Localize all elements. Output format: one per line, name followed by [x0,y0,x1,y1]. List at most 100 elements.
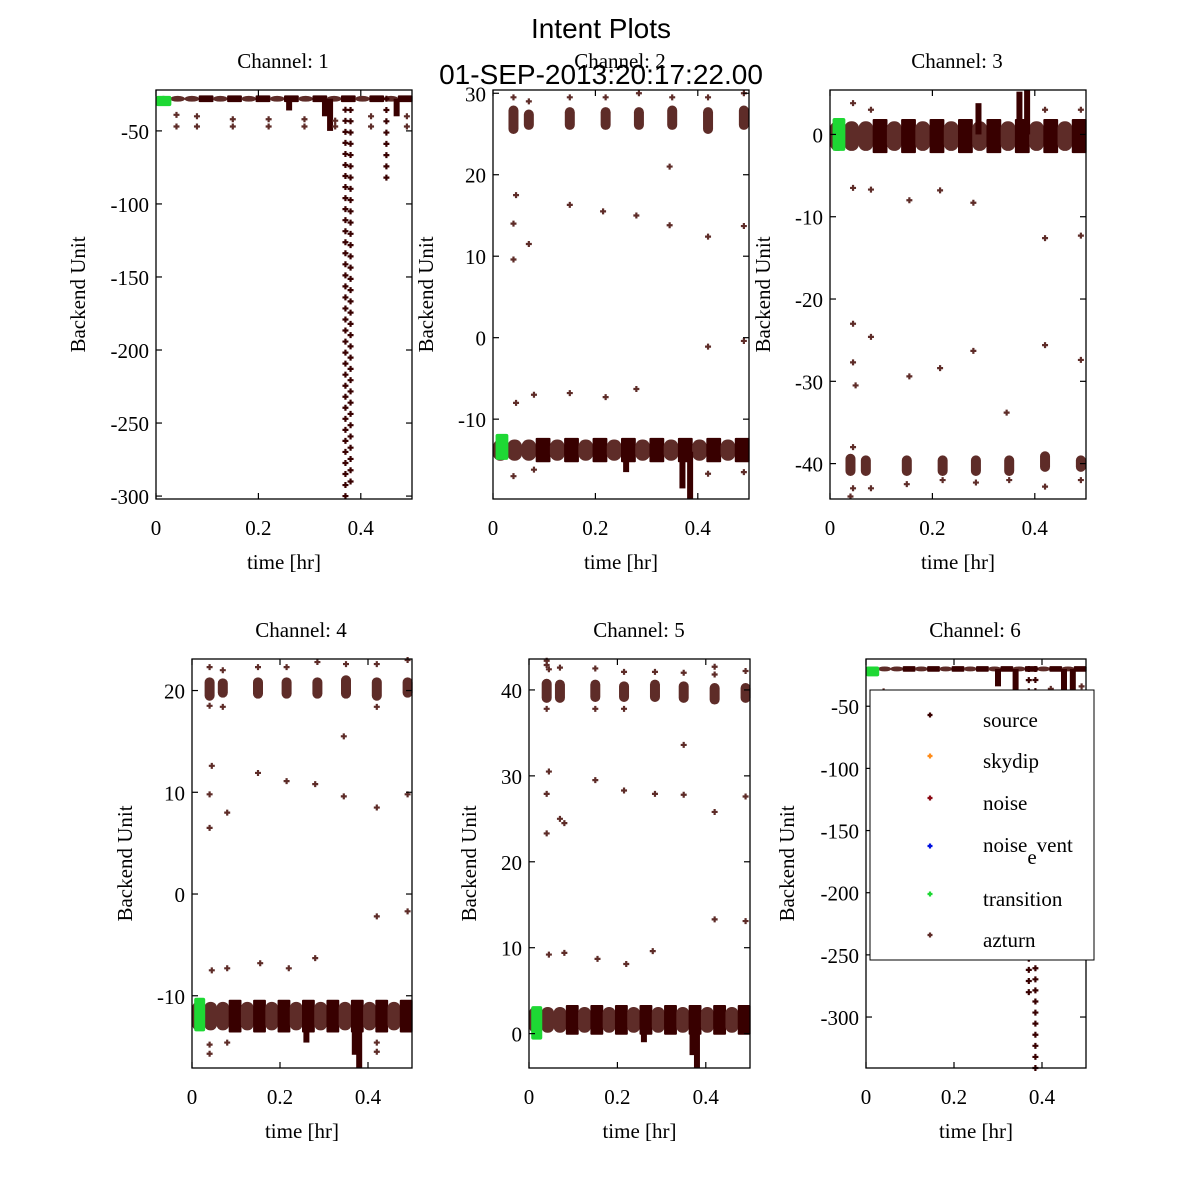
azturn-band-segment [963,666,977,672]
azturn-band-segment [606,439,622,461]
panel-channel-5: 0 0.2 0.4 40 30 20 10 0 Channel: 5 time [hr] Backe… [457,618,751,1143]
spike-points [1024,90,1031,135]
legend-box [869,689,1095,961]
azturn-band-segment [212,95,228,102]
spike-point [347,343,354,350]
outlier-point [332,117,339,124]
azturn-band-segment [878,666,892,672]
y-tick-label: -250 [821,944,860,968]
outlier-point [513,399,520,406]
spike-point [342,128,349,135]
panel-title: Channel: 4 [255,618,347,642]
outlier-point [635,90,642,97]
y-tick-label: -200 [111,339,150,363]
source-band-segment [927,666,940,672]
source-band-segment [951,666,965,672]
panel-channel-2: 0 0.2 0.4 30 20 10 0 -10 Channel: 2 time [hr] Back… [414,49,750,574]
spike-point [347,467,354,474]
y-tick-label: 10 [465,245,486,269]
outlier-point [594,955,601,962]
legend-marker-glyph [927,891,933,897]
azturn-cluster [709,683,720,705]
spike-point [1032,976,1039,983]
source-band-segment [901,119,916,154]
spike-point [347,197,354,204]
outlier-point [1042,235,1049,242]
x-tick-label: 0.4 [685,516,712,540]
spike-point [383,140,390,147]
outlier-point [633,212,640,219]
legend-marker-skydip [927,753,933,759]
azturn-band-segment [858,121,874,151]
spike-point [342,106,349,113]
spike-points [356,1016,363,1068]
source-band-segment [535,437,551,463]
y-tick-label: -50 [831,695,859,719]
azturn-band-segment [541,1006,555,1033]
azturn-band-segment [387,1001,401,1031]
spike-point [342,415,349,422]
azturn-band-segment [216,1001,230,1031]
x-tick-label: 0.4 [355,1085,382,1109]
x-axis-label: time [hr] [247,550,321,574]
legend-label-noise: noise [983,791,1027,815]
outlier-point [301,116,308,123]
outlier-point [602,94,609,101]
y-tick-label: 20 [465,164,486,188]
outlier-point [229,123,236,130]
outlier-point [1042,106,1049,113]
outlier-point [937,365,944,372]
spike-point [347,129,354,136]
azturn-cluster [678,681,689,703]
spike-point [347,242,354,249]
spike-point [342,371,349,378]
spike-points [693,1020,700,1068]
azturn-cluster [633,107,644,130]
legend-label-azturn: azturn [983,928,1036,952]
plot-area [156,95,413,500]
outlier-point [525,98,532,105]
azturn-cluster [371,677,382,701]
spike-point [1032,1042,1039,1049]
spike-point [383,118,390,125]
outlier-point [543,790,550,797]
outlier-point [680,741,687,748]
outlier-point [368,113,375,120]
spike-point [342,393,349,400]
azturn-band-segment [720,439,736,461]
outlier-point [867,333,874,340]
outlier-point [283,778,290,785]
transition-points [531,1006,543,1040]
spike-point [342,482,349,489]
legend-marker-azturn [927,932,933,938]
source-band-segment [326,999,340,1033]
azturn-cluster [970,455,981,476]
spike-point [347,152,354,159]
source-band-segment [614,1005,628,1035]
outlier-point [545,666,552,673]
figure-subtitle-timestamp: 01-SEP-2013:20:17:22.00 [439,59,763,90]
azturn-cluster [281,677,292,699]
spike-point [342,459,349,466]
spike-point [347,298,354,305]
y-tick-label: -10 [157,985,185,1009]
outlier-point [600,208,607,215]
source-band-segment [986,119,1002,154]
azturn-band-segment [844,121,860,151]
outlier-point [1042,342,1049,349]
outlier-point [530,466,537,473]
spike-point [347,95,354,102]
spike-point [383,129,390,136]
outlier-point [403,113,410,120]
x-axis-label: time [hr] [584,550,658,574]
y-tick-label: -300 [821,1006,860,1030]
spike-point [342,294,349,301]
spike-points [995,668,1001,687]
azturn-cluster [667,105,678,130]
outlier-point [633,386,640,393]
spike-point [347,399,354,406]
plot-area [192,657,413,1068]
outlier-point [193,123,200,130]
outlier-point [906,197,913,204]
y-tick-label: -300 [111,485,150,509]
